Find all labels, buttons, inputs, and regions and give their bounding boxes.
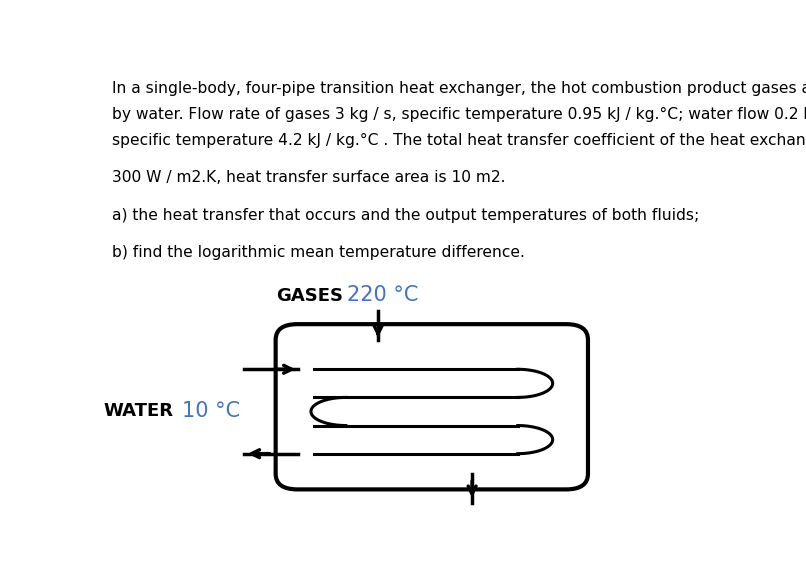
Text: GASES: GASES [276, 287, 343, 305]
FancyBboxPatch shape [276, 324, 588, 490]
Text: 220 °C: 220 °C [347, 285, 419, 305]
Text: a) the heat transfer that occurs and the output temperatures of both fluids;: a) the heat transfer that occurs and the… [112, 208, 700, 223]
Text: by water. Flow rate of gases 3 kg / s, specific temperature 0.95 kJ / kg.°C; wat: by water. Flow rate of gases 3 kg / s, s… [112, 107, 806, 122]
Text: In a single-body, four-pipe transition heat exchanger, the hot combustion produc: In a single-body, four-pipe transition h… [112, 81, 806, 96]
Text: 300 W / m2.K, heat transfer surface area is 10 m2.: 300 W / m2.K, heat transfer surface area… [112, 170, 505, 185]
Text: b) find the logarithmic mean temperature difference.: b) find the logarithmic mean temperature… [112, 245, 525, 260]
Text: 10 °C: 10 °C [182, 401, 240, 422]
Text: WATER: WATER [104, 403, 174, 420]
Text: specific temperature 4.2 kJ / kg.°C . The total heat transfer coefficient of the: specific temperature 4.2 kJ / kg.°C . Th… [112, 133, 806, 147]
